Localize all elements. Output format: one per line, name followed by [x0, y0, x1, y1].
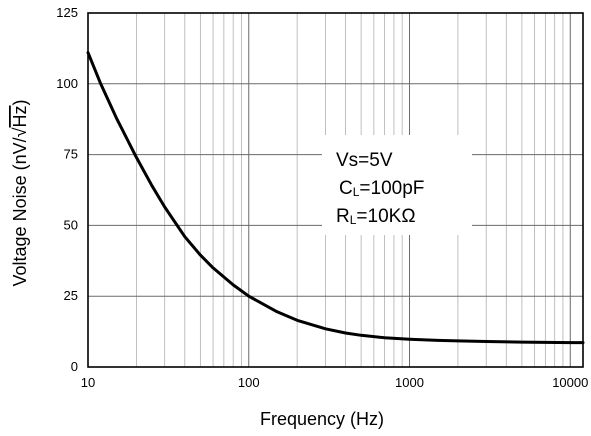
- x-tick-label: 10: [81, 375, 95, 390]
- annotation-cl: CL=100pF: [339, 178, 424, 199]
- x-axis-label: Frequency (Hz): [260, 409, 384, 429]
- x-tick-labels: 10 100 1000 10000: [81, 375, 589, 390]
- plot-frame: [87, 12, 584, 368]
- y-axis-label: Voltage Noise (nV/√Hz): [10, 100, 30, 287]
- annotation-background: [322, 135, 472, 235]
- annotation-vs: Vs=5V: [336, 150, 393, 171]
- y-tick-label: 125: [56, 5, 78, 20]
- y-tick-label: 100: [56, 76, 78, 91]
- y-tick-label: 50: [64, 217, 78, 232]
- noise-curve: [86, 51, 585, 345]
- x-tick-label: 10000: [552, 375, 588, 390]
- y-tick-labels: 0 25 50 75 100 125: [56, 5, 78, 374]
- annotation-box: Vs=5V CL=100pF RL=10KΩ: [322, 135, 472, 235]
- x-tick-label: 100: [238, 375, 260, 390]
- x-tick-label: 1000: [395, 375, 424, 390]
- y-tick-label: 0: [71, 359, 78, 374]
- y-tick-label: 75: [64, 147, 78, 162]
- y-tick-label: 25: [64, 288, 78, 303]
- annotation-rl: RL=10KΩ: [336, 206, 416, 227]
- series-layer: [86, 51, 585, 345]
